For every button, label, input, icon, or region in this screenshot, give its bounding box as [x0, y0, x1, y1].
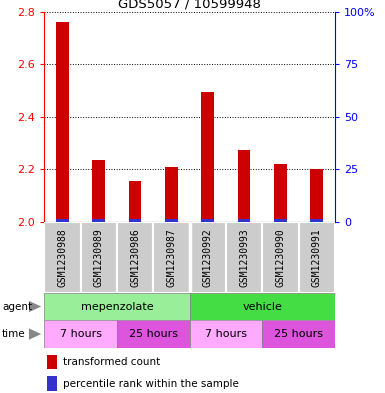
Title: GDS5057 / 10599948: GDS5057 / 10599948 — [118, 0, 261, 11]
Text: GSM1230992: GSM1230992 — [203, 228, 213, 287]
Text: vehicle: vehicle — [242, 301, 282, 312]
FancyBboxPatch shape — [44, 320, 117, 348]
FancyBboxPatch shape — [299, 222, 335, 293]
Text: time: time — [2, 329, 25, 339]
FancyBboxPatch shape — [44, 222, 80, 293]
Text: GSM1230991: GSM1230991 — [312, 228, 322, 287]
Text: transformed count: transformed count — [63, 357, 161, 367]
Text: 7 hours: 7 hours — [60, 329, 102, 339]
Text: percentile rank within the sample: percentile rank within the sample — [63, 379, 239, 389]
FancyBboxPatch shape — [190, 320, 262, 348]
Text: GSM1230988: GSM1230988 — [57, 228, 67, 287]
Polygon shape — [29, 301, 41, 312]
Bar — [56, 219, 69, 222]
Bar — [47, 376, 57, 391]
Polygon shape — [29, 329, 41, 340]
Bar — [165, 167, 178, 222]
Bar — [274, 219, 287, 222]
Bar — [56, 22, 69, 222]
Text: agent: agent — [2, 301, 32, 312]
Text: GSM1230993: GSM1230993 — [239, 228, 249, 287]
Text: 25 hours: 25 hours — [274, 329, 323, 339]
FancyBboxPatch shape — [80, 222, 117, 293]
Bar — [92, 160, 105, 222]
FancyBboxPatch shape — [44, 293, 190, 320]
Bar — [129, 219, 141, 222]
Bar — [310, 169, 323, 222]
Text: GSM1230986: GSM1230986 — [130, 228, 140, 287]
Bar — [201, 219, 214, 222]
Bar — [274, 164, 287, 222]
Text: 25 hours: 25 hours — [129, 329, 178, 339]
Bar — [201, 92, 214, 222]
FancyBboxPatch shape — [190, 222, 226, 293]
FancyBboxPatch shape — [153, 222, 190, 293]
FancyBboxPatch shape — [117, 320, 190, 348]
FancyBboxPatch shape — [117, 222, 153, 293]
FancyBboxPatch shape — [190, 293, 335, 320]
Text: GSM1230989: GSM1230989 — [94, 228, 104, 287]
FancyBboxPatch shape — [226, 222, 262, 293]
Text: 7 hours: 7 hours — [205, 329, 247, 339]
Bar — [92, 219, 105, 222]
FancyBboxPatch shape — [262, 222, 299, 293]
Text: GSM1230990: GSM1230990 — [275, 228, 285, 287]
Text: mepenzolate: mepenzolate — [80, 301, 153, 312]
Bar — [310, 219, 323, 222]
Bar — [165, 219, 178, 222]
Bar — [129, 181, 141, 222]
Bar — [47, 354, 57, 369]
Text: GSM1230987: GSM1230987 — [166, 228, 176, 287]
Bar — [238, 219, 251, 222]
Bar — [238, 150, 251, 222]
FancyBboxPatch shape — [262, 320, 335, 348]
